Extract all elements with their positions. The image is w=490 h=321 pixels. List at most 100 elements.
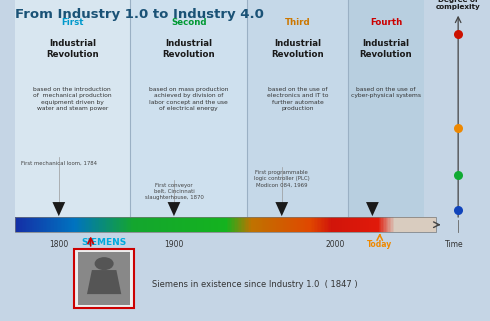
- Bar: [107, 218, 109, 232]
- Bar: [62, 218, 64, 232]
- Bar: [266, 218, 268, 232]
- Bar: [377, 218, 378, 232]
- Bar: [339, 218, 341, 232]
- Bar: [74, 218, 75, 232]
- Bar: [172, 218, 173, 232]
- Bar: [112, 218, 113, 232]
- Text: 1900: 1900: [164, 240, 184, 249]
- Bar: [298, 218, 300, 232]
- Bar: [95, 218, 96, 232]
- Bar: [225, 218, 227, 232]
- Bar: [175, 218, 176, 232]
- Bar: [23, 218, 25, 232]
- Bar: [411, 218, 412, 232]
- Bar: [258, 218, 259, 232]
- Bar: [190, 218, 192, 232]
- Bar: [357, 218, 359, 232]
- Bar: [109, 218, 110, 232]
- Bar: [414, 218, 415, 232]
- Bar: [133, 218, 134, 232]
- Bar: [386, 218, 387, 232]
- Bar: [68, 218, 70, 232]
- Bar: [137, 218, 138, 232]
- Bar: [15, 218, 436, 232]
- Bar: [125, 218, 127, 232]
- Bar: [168, 218, 169, 232]
- Bar: [363, 218, 365, 232]
- Bar: [420, 218, 422, 232]
- Bar: [308, 218, 310, 232]
- Bar: [387, 218, 389, 232]
- Bar: [130, 0, 247, 218]
- Bar: [39, 218, 40, 232]
- Bar: [412, 218, 414, 232]
- Bar: [115, 218, 116, 232]
- Bar: [399, 218, 401, 232]
- Bar: [49, 218, 50, 232]
- Bar: [315, 218, 317, 232]
- Bar: [263, 218, 265, 232]
- Bar: [134, 218, 136, 232]
- Bar: [371, 218, 373, 232]
- Bar: [272, 218, 273, 232]
- Bar: [277, 218, 279, 232]
- Bar: [220, 218, 221, 232]
- Bar: [255, 218, 256, 232]
- Bar: [426, 218, 428, 232]
- Bar: [310, 218, 311, 232]
- Bar: [242, 218, 244, 232]
- Bar: [52, 218, 54, 232]
- Text: Industrial
Revolution: Industrial Revolution: [162, 39, 215, 59]
- Bar: [353, 218, 355, 232]
- Bar: [428, 218, 429, 232]
- Bar: [356, 218, 357, 232]
- Bar: [303, 218, 304, 232]
- Bar: [304, 218, 305, 232]
- Bar: [88, 218, 89, 232]
- Bar: [91, 218, 92, 232]
- Bar: [89, 218, 91, 232]
- Bar: [158, 218, 159, 232]
- Bar: [195, 218, 196, 232]
- Bar: [221, 218, 222, 232]
- Bar: [307, 218, 308, 232]
- Bar: [79, 218, 81, 232]
- Bar: [165, 218, 167, 232]
- Bar: [70, 218, 71, 232]
- Bar: [78, 218, 79, 232]
- Bar: [104, 218, 106, 232]
- Bar: [57, 218, 58, 232]
- Bar: [287, 218, 289, 232]
- Bar: [237, 218, 238, 232]
- Text: 1800: 1800: [49, 240, 69, 249]
- Bar: [355, 218, 356, 232]
- Bar: [131, 218, 133, 232]
- Bar: [324, 218, 325, 232]
- Bar: [141, 218, 143, 232]
- Bar: [297, 218, 298, 232]
- Bar: [155, 218, 157, 232]
- Bar: [415, 218, 416, 232]
- Bar: [47, 218, 49, 232]
- Bar: [235, 218, 237, 232]
- Bar: [343, 218, 345, 232]
- Bar: [286, 218, 287, 232]
- Bar: [43, 218, 44, 232]
- Bar: [37, 218, 39, 232]
- Bar: [347, 218, 349, 232]
- Bar: [362, 218, 363, 232]
- Bar: [295, 218, 297, 232]
- Bar: [265, 218, 266, 232]
- Bar: [336, 218, 338, 232]
- Bar: [368, 218, 370, 232]
- Bar: [325, 218, 326, 232]
- Bar: [405, 218, 407, 232]
- Text: First programmable
logic controller (PLC)
Modicon 084, 1969: First programmable logic controller (PLC…: [254, 170, 310, 187]
- Bar: [144, 218, 146, 232]
- Bar: [82, 218, 83, 232]
- Bar: [179, 218, 180, 232]
- Text: based on the introduction
of  mechanical production
equipment driven by
water an: based on the introduction of mechanical …: [33, 87, 112, 111]
- Bar: [169, 218, 171, 232]
- Bar: [29, 218, 30, 232]
- Bar: [301, 218, 303, 232]
